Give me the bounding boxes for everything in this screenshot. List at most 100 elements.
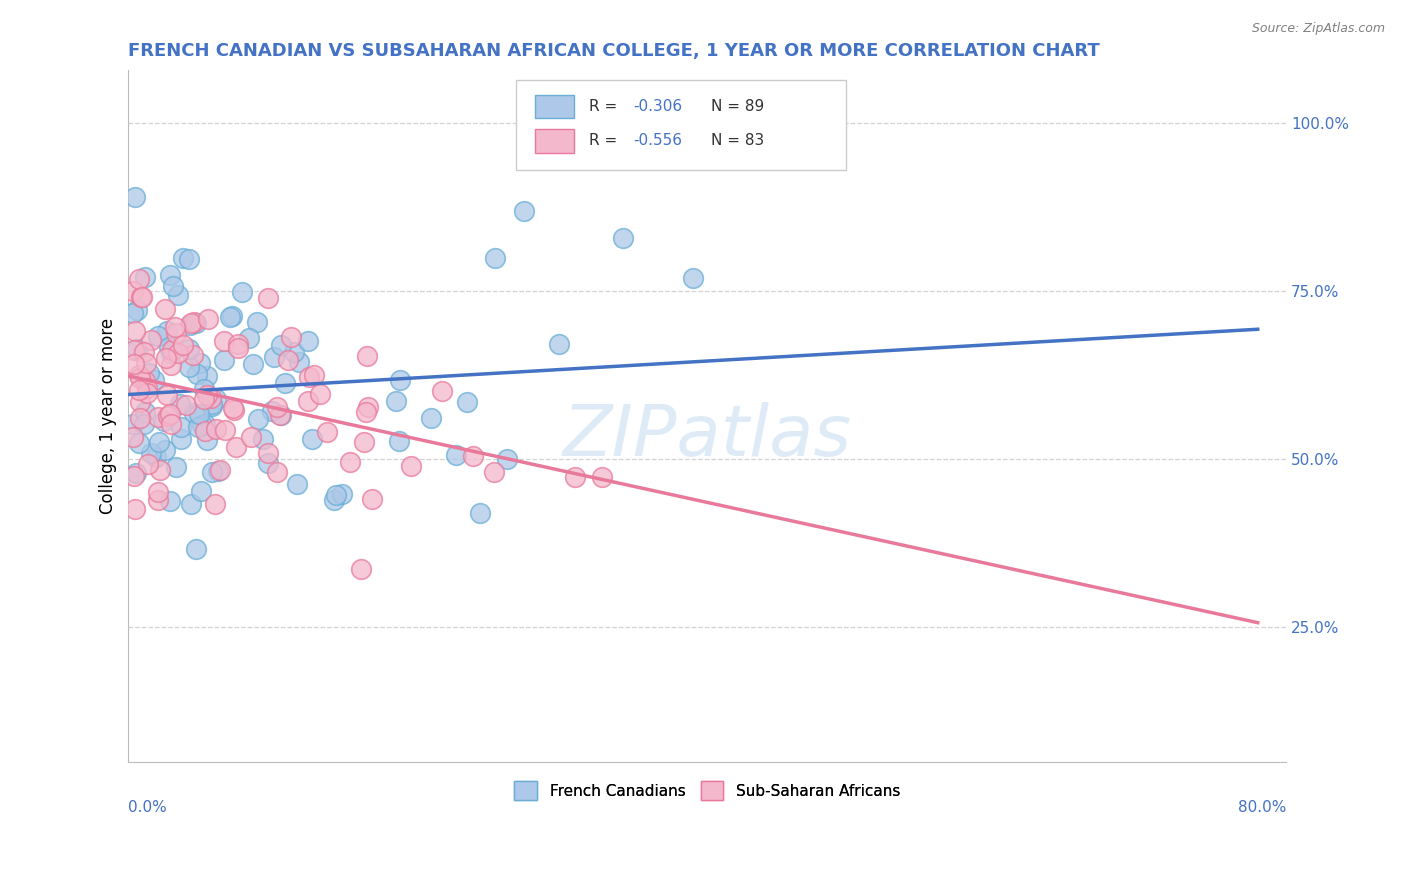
Point <box>298 370 321 384</box>
Point <box>214 334 236 348</box>
Point <box>183 406 205 420</box>
Point <box>257 456 280 470</box>
Point <box>176 398 198 412</box>
Point <box>165 326 187 340</box>
Point <box>238 331 260 345</box>
Point <box>263 350 285 364</box>
Point <box>388 372 411 386</box>
Point <box>242 357 264 371</box>
Point <box>128 383 150 397</box>
Point <box>280 330 302 344</box>
Point <box>204 497 226 511</box>
Point <box>257 446 280 460</box>
Point <box>177 252 200 266</box>
Point <box>153 442 176 457</box>
Point <box>122 357 145 371</box>
Point <box>152 414 174 428</box>
Point <box>146 329 169 343</box>
Point <box>221 309 243 323</box>
Point <box>160 343 183 357</box>
Point <box>225 440 247 454</box>
Point <box>132 345 155 359</box>
Point <box>304 368 326 382</box>
Point <box>252 432 274 446</box>
Point <box>138 366 160 380</box>
Point <box>136 381 159 395</box>
Point <box>222 402 245 417</box>
Text: R =: R = <box>589 134 623 148</box>
Point <box>136 386 159 401</box>
Point <box>136 457 159 471</box>
Point <box>122 343 145 357</box>
Point <box>139 333 162 347</box>
Point <box>209 463 232 477</box>
Point <box>204 392 226 406</box>
Point <box>468 506 491 520</box>
Point <box>170 432 193 446</box>
Point <box>153 301 176 316</box>
FancyBboxPatch shape <box>534 129 574 153</box>
Point <box>269 408 291 422</box>
Point <box>159 417 181 431</box>
Point <box>388 434 411 448</box>
Point <box>124 190 146 204</box>
Point <box>201 400 224 414</box>
Point <box>201 397 224 411</box>
Point <box>193 392 215 407</box>
Point <box>121 417 143 432</box>
Point <box>134 270 156 285</box>
Point <box>226 341 249 355</box>
Point <box>260 404 283 418</box>
Point <box>360 491 382 506</box>
Point <box>228 336 250 351</box>
Point <box>231 285 253 299</box>
Point <box>316 425 339 440</box>
Point <box>156 409 179 423</box>
Point <box>122 469 145 483</box>
Text: 80.0%: 80.0% <box>1237 800 1286 815</box>
Point <box>148 409 170 424</box>
Point <box>125 466 148 480</box>
Point <box>173 338 195 352</box>
Point <box>170 420 193 434</box>
Point <box>288 355 311 369</box>
Point <box>207 464 229 478</box>
Point <box>308 387 330 401</box>
Point <box>456 394 478 409</box>
Point <box>401 459 423 474</box>
Point <box>270 408 292 422</box>
Text: Source: ZipAtlas.com: Source: ZipAtlas.com <box>1251 22 1385 36</box>
Point <box>612 230 634 244</box>
Point <box>159 358 181 372</box>
Point <box>194 417 217 432</box>
Point <box>148 485 170 500</box>
Point <box>155 351 177 366</box>
Point <box>385 393 408 408</box>
Point <box>356 349 378 363</box>
FancyBboxPatch shape <box>516 80 846 170</box>
Point <box>564 470 586 484</box>
Point <box>247 412 270 426</box>
Point <box>134 374 156 388</box>
Point <box>256 291 278 305</box>
Point <box>330 487 353 501</box>
Point <box>172 251 194 265</box>
Point <box>122 430 145 444</box>
Point <box>134 417 156 431</box>
Point <box>214 352 236 367</box>
Point <box>181 348 204 362</box>
Point <box>157 340 180 354</box>
Point <box>148 434 170 449</box>
Point <box>146 493 169 508</box>
Point <box>125 343 148 357</box>
Text: -0.306: -0.306 <box>633 99 682 114</box>
Point <box>239 430 262 444</box>
Point <box>270 338 292 352</box>
Point <box>165 320 187 334</box>
Point <box>177 342 200 356</box>
Point <box>190 483 212 498</box>
Point <box>350 562 373 576</box>
Legend: French Canadians, Sub-Saharan Africans: French Canadians, Sub-Saharan Africans <box>508 775 905 806</box>
Point <box>159 407 181 421</box>
Point <box>204 422 226 436</box>
